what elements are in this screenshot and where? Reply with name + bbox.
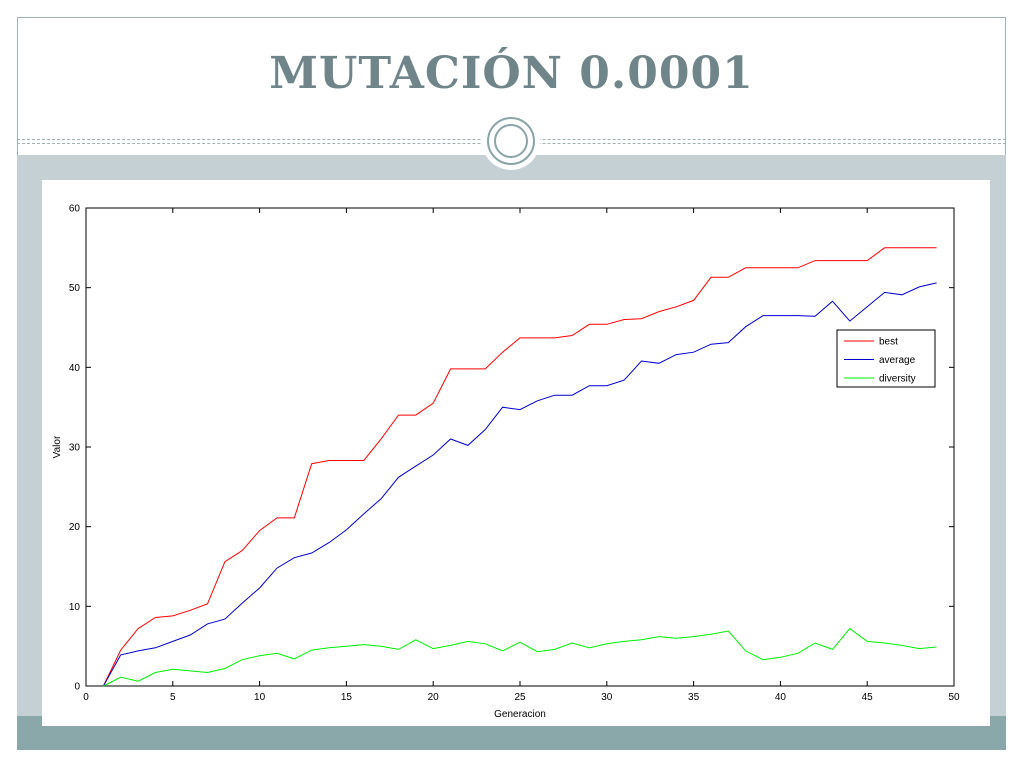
series-line-average: [102, 282, 937, 687]
x-tick-label: 50: [948, 692, 960, 703]
legend-label-diversity: diversity: [879, 374, 916, 385]
y-axis-label: Valor: [52, 435, 63, 458]
y-tick-label: 60: [69, 204, 81, 215]
series-line-best: [102, 247, 937, 687]
y-tick-label: 0: [74, 682, 80, 693]
x-tick-label: 0: [83, 692, 89, 703]
ornament-ring-inner: [494, 124, 528, 158]
line-chart: 0 5 10 15 20 25 30 35 40 45 50 0 10 20 30 40 50 60 Generac…: [52, 204, 960, 721]
x-tick-label: 5: [170, 692, 176, 703]
slide-title: MUTACIÓN 0.0001: [269, 48, 754, 99]
x-tick-label: 45: [862, 692, 874, 703]
series-line-diversity: [103, 627, 937, 687]
x-tick-label: 35: [688, 692, 700, 703]
x-tick-label: 10: [254, 692, 266, 703]
legend-label-best: best: [879, 337, 898, 348]
x-tick-label: 25: [514, 692, 526, 703]
x-axis-label: Generacion: [494, 709, 546, 720]
x-tick-label: 15: [341, 692, 353, 703]
x-tick-label: 30: [601, 692, 613, 703]
y-tick-label: 50: [69, 283, 81, 294]
plot-area: [85, 207, 955, 687]
y-tick-label: 20: [69, 522, 81, 533]
y-tick-label: 40: [69, 363, 81, 374]
legend-label-average: average: [879, 355, 916, 366]
x-tick-label: 20: [428, 692, 440, 703]
y-tick-label: 10: [69, 602, 81, 613]
y-tick-label: 30: [69, 443, 81, 454]
x-tick-label: 40: [775, 692, 787, 703]
